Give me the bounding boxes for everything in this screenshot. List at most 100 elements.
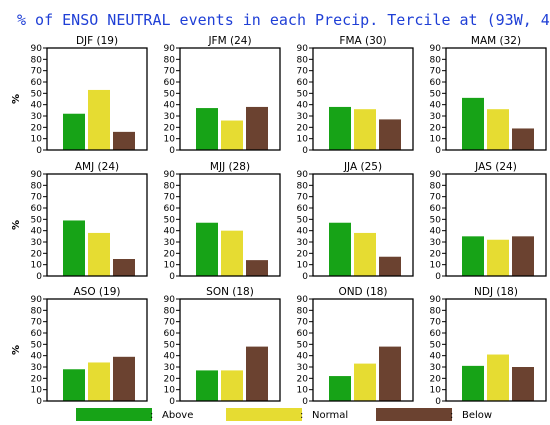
y-tick-label: 70	[164, 67, 176, 77]
y-tick-label: 90	[164, 170, 176, 180]
plot-frame	[46, 47, 148, 151]
y-tick-label: 60	[430, 78, 442, 88]
bar-above	[329, 106, 351, 150]
panel-title: FMA (30)	[339, 35, 386, 47]
y-tick-label: 80	[430, 306, 442, 316]
y-tick-label: 30	[164, 112, 176, 122]
y-tick-label: 0	[435, 397, 441, 407]
bar-normal	[354, 232, 376, 276]
y-tick-label: 20	[31, 123, 43, 133]
y-tick-label: 90	[297, 170, 309, 180]
y-tick-label: 80	[31, 306, 43, 316]
y-tick-label: 60	[164, 78, 176, 88]
y-tick-label: 90	[164, 295, 176, 305]
bar-normal	[487, 239, 509, 276]
y-tick-label: 70	[430, 67, 442, 77]
bar-normal	[88, 89, 110, 150]
y-tick-label: 60	[164, 329, 176, 339]
y-tick-label: 40	[297, 352, 309, 362]
legend-separator: :	[450, 410, 453, 421]
y-tick-label: 30	[31, 112, 43, 122]
y-tick-label: 30	[430, 363, 442, 373]
bar-above	[329, 376, 351, 401]
bar-above	[63, 113, 85, 150]
y-tick-label: 90	[31, 295, 43, 305]
y-tick-label: 40	[297, 101, 309, 111]
legend: : Above: Normal: Below	[76, 408, 492, 421]
y-tick-label: 70	[31, 67, 43, 77]
panel-title: NDJ (18)	[474, 286, 518, 298]
y-tick-label: 90	[164, 44, 176, 54]
legend-swatch	[76, 408, 152, 421]
figure-title: % of ENSO NEUTRAL events in each Precip.…	[17, 11, 550, 29]
y-tick-label: 30	[31, 363, 43, 373]
bar-above	[196, 108, 218, 150]
y-tick-label: 50	[31, 89, 43, 99]
y-tick-label: 10	[297, 135, 309, 145]
bar-below	[379, 119, 401, 150]
y-tick-label: 90	[430, 170, 442, 180]
y-tick-label: 70	[164, 318, 176, 328]
y-tick-label: 20	[31, 374, 43, 384]
y-tick-label: 10	[297, 386, 309, 396]
y-tick-label: 30	[430, 238, 442, 248]
y-tick-label: 50	[297, 340, 309, 350]
bar-below	[113, 131, 135, 150]
bar-normal	[487, 354, 509, 401]
bar-below	[246, 346, 268, 401]
legend-separator: :	[300, 410, 303, 421]
bar-below	[512, 128, 534, 150]
y-tick-label: 40	[164, 352, 176, 362]
panel-title: SON (18)	[206, 286, 254, 298]
bar-below	[113, 259, 135, 276]
legend-swatch	[376, 408, 452, 421]
y-tick-label: 10	[430, 135, 442, 145]
legend-swatch	[226, 408, 302, 421]
y-tick-label: 50	[297, 215, 309, 225]
plot-frame	[179, 47, 281, 151]
y-tick-label: 60	[430, 329, 442, 339]
y-tick-label: 50	[164, 340, 176, 350]
y-tick-label: 10	[297, 261, 309, 271]
bar-above	[196, 222, 218, 276]
y-tick-label: 80	[31, 55, 43, 65]
y-tick-label: 90	[430, 295, 442, 305]
y-tick-label: 30	[31, 238, 43, 248]
y-tick-label: 20	[164, 249, 176, 259]
y-tick-label: 20	[164, 123, 176, 133]
y-tick-label: 40	[430, 352, 442, 362]
y-tick-label: 30	[297, 238, 309, 248]
y-tick-label: 20	[164, 374, 176, 384]
y-tick-label: 60	[297, 204, 309, 214]
y-tick-label: 40	[297, 227, 309, 237]
y-tick-label: 30	[430, 112, 442, 122]
bar-normal	[88, 232, 110, 276]
legend-separator: :	[150, 410, 153, 421]
y-tick-label: 60	[31, 329, 43, 339]
y-tick-label: 50	[297, 89, 309, 99]
bar-above	[196, 370, 218, 401]
bar-normal	[354, 363, 376, 401]
y-tick-label: 60	[297, 329, 309, 339]
y-tick-label: 0	[302, 146, 308, 156]
y-tick-label: 50	[430, 89, 442, 99]
plot-frame	[179, 173, 281, 277]
y-tick-label: 80	[297, 55, 309, 65]
y-tick-label: 30	[164, 363, 176, 373]
y-tick-label: 70	[297, 193, 309, 203]
y-tick-label: 10	[164, 261, 176, 271]
y-tick-label: 20	[430, 374, 442, 384]
plot-frame	[312, 298, 414, 402]
y-tick-label: 20	[430, 123, 442, 133]
legend-label: Below	[462, 410, 492, 421]
y-tick-label: 0	[435, 272, 441, 282]
plot-frame	[179, 298, 281, 402]
y-tick-label: 80	[297, 306, 309, 316]
y-tick-label: 70	[31, 318, 43, 328]
